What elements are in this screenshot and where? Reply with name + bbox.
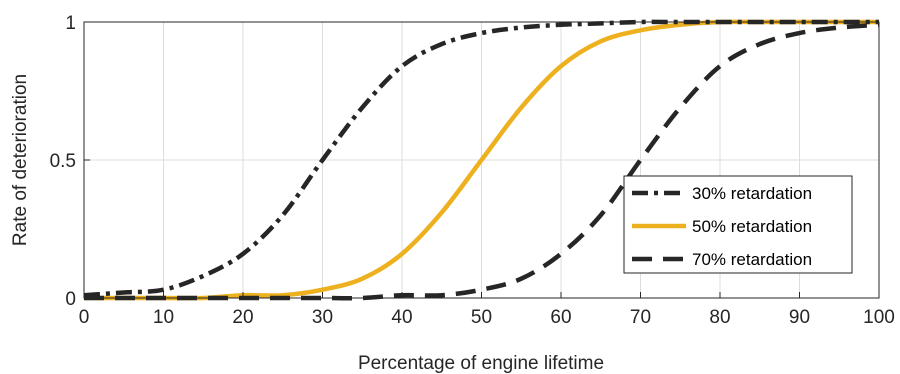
x-tick-label: 20: [232, 307, 253, 328]
x-tick-label: 40: [391, 307, 412, 328]
y-tick-label: 0.5: [50, 151, 76, 172]
x-tick-label: 80: [709, 307, 730, 328]
y-tick-label: 1: [65, 13, 76, 34]
x-axis-ticks: 0 10 20 30 40 50 60 70 80 90 100: [79, 292, 895, 328]
x-tick-label: 10: [153, 307, 174, 328]
y-axis-ticks: 00.51: [50, 13, 90, 310]
y-axis-label: Rate of deterioration: [10, 74, 31, 246]
legend-label: 30% retardation: [692, 184, 812, 203]
legend-label: 50% retardation: [692, 217, 812, 236]
y-tick-label: 0: [65, 289, 76, 310]
x-tick-label: 100: [863, 307, 895, 328]
legend: 30% retardation 50% retardation 70% retard…: [623, 175, 853, 274]
x-tick-label: 30: [312, 307, 333, 328]
x-tick-label: 70: [630, 307, 651, 328]
x-axis-label: Percentage of engine lifetime: [358, 353, 604, 374]
legend-entries: 30% retardation 50% retardation 70% retard…: [632, 184, 812, 269]
series-line-30-retardation: [83, 19, 879, 298]
x-tick-label: 60: [550, 307, 571, 328]
x-tick-label: 50: [471, 307, 492, 328]
legend-label: 70% retardation: [692, 250, 812, 269]
x-tick-label: 0: [79, 307, 90, 328]
x-tick-label: 90: [789, 307, 810, 328]
